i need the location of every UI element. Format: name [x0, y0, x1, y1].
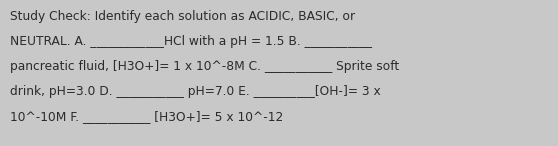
Text: 10^-10M F. ___________ [H3O+]= 5 x 10^-12: 10^-10M F. ___________ [H3O+]= 5 x 10^-1… [10, 110, 283, 123]
Text: drink, pH=3.0 D. ___________ pH=7.0 E. __________[OH-]= 3 x: drink, pH=3.0 D. ___________ pH=7.0 E. _… [10, 85, 381, 98]
Text: pancreatic fluid, [H3O+]= 1 x 10^-8M C. ___________ Sprite soft: pancreatic fluid, [H3O+]= 1 x 10^-8M C. … [10, 60, 400, 73]
Text: Study Check: Identify each solution as ACIDIC, BASIC, or: Study Check: Identify each solution as A… [10, 10, 355, 23]
Text: NEUTRAL. A. ____________HCl with a pH = 1.5 B. ___________: NEUTRAL. A. ____________HCl with a pH = … [10, 35, 372, 48]
